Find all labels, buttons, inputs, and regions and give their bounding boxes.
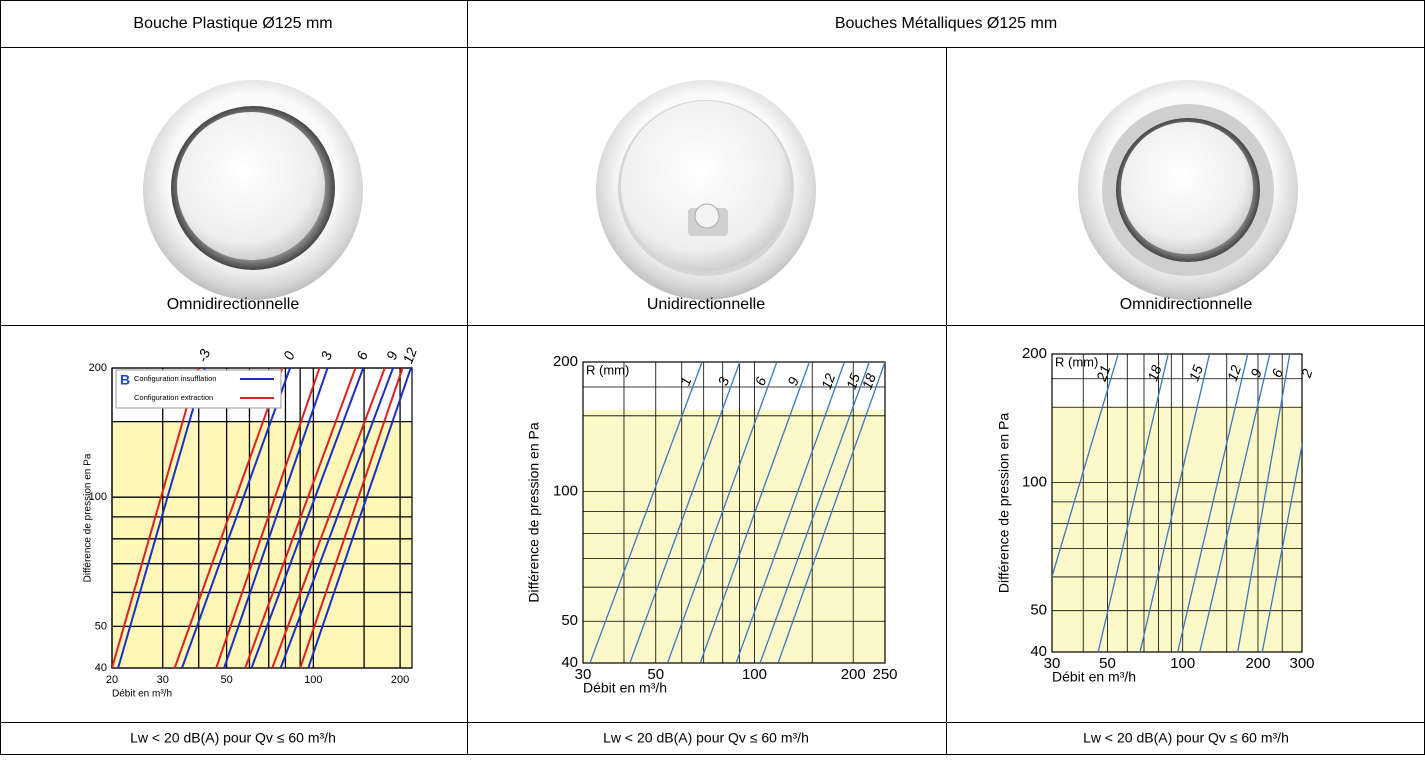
x-tick-label: 300 [1289,655,1314,672]
x-tick-label: 200 [1245,655,1270,672]
x-tick-label: 50 [221,674,233,686]
y-tick-label: 50 [95,620,107,632]
curve-label: 12 [399,345,419,365]
x-axis-label: Débit en m³/h [1052,669,1136,685]
x-tick-label: 200 [841,666,866,683]
x-tick-label: 200 [391,674,409,686]
y-axis-label: Différence de pression en Pa [83,453,94,582]
legend-label: Configuration insufflation [134,374,216,383]
y-tick-label: 200 [1022,345,1047,362]
footer: Lw < 20 dB(A) pour Qv ≤ 60 m³/h [1083,730,1289,746]
x-tick-label: 250 [872,666,897,683]
x-axis-label: Débit en m³/h [112,689,172,700]
table: Bouche Plastique Ø125 mm Bouches Métalli… [0,0,1425,755]
chart: 30501002002504050100200Débit en m³/hDiff… [526,353,898,696]
vent-image [596,80,816,300]
curves-title: R (mm) [1055,354,1098,369]
footer: Lw < 20 dB(A) pour Qv ≤ 60 m³/h [603,730,809,746]
panel-label: B [120,372,130,388]
caption: Unidirectionnelle [647,296,765,313]
vent-image [143,80,363,300]
curve-label: -3 [194,347,213,364]
highlight-area [1052,406,1302,652]
highlight-area [583,410,885,663]
curve-label: 3 [317,349,335,362]
y-tick-label: 40 [95,662,107,674]
x-tick-label: 100 [1170,655,1195,672]
y-tick-label: 200 [553,353,578,370]
curve-label: 9 [383,349,401,362]
y-tick-label: 40 [561,654,578,671]
curves-title: R (mm) [586,362,629,377]
x-tick-label: 100 [304,674,322,686]
y-tick-label: 100 [1022,473,1047,490]
y-axis-label: Différence de pression en Pa [996,413,1012,594]
curve-label: 6 [353,349,371,362]
header: Bouches Métalliques Ø125 mm [835,15,1057,32]
x-tick-label: 30 [157,674,169,686]
caption: Omnidirectionnelle [167,296,300,313]
header: Bouche Plastique Ø125 mm [133,15,332,32]
x-tick-label: 100 [742,666,767,683]
vent-image [1078,80,1298,300]
y-tick-label: 200 [89,362,107,374]
curve-label: 0 [280,349,298,362]
y-tick-label: 50 [561,612,578,629]
y-tick-label: 50 [1030,602,1047,619]
y-tick-label: 100 [553,483,578,500]
x-tick-label: 20 [106,674,118,686]
caption: Omnidirectionnelle [1120,296,1253,313]
highlight-area [112,422,412,668]
y-tick-label: 40 [1030,643,1047,660]
y-axis-label: Différence de pression en Pa [526,422,542,603]
x-axis-label: Débit en m³/h [583,680,667,696]
legend-label: Configuration extraction [134,393,213,402]
page: Bouche Plastique Ø125 mm Bouches Métalli… [0,0,1425,760]
footer: Lw < 20 dB(A) pour Qv ≤ 60 m³/h [130,730,336,746]
